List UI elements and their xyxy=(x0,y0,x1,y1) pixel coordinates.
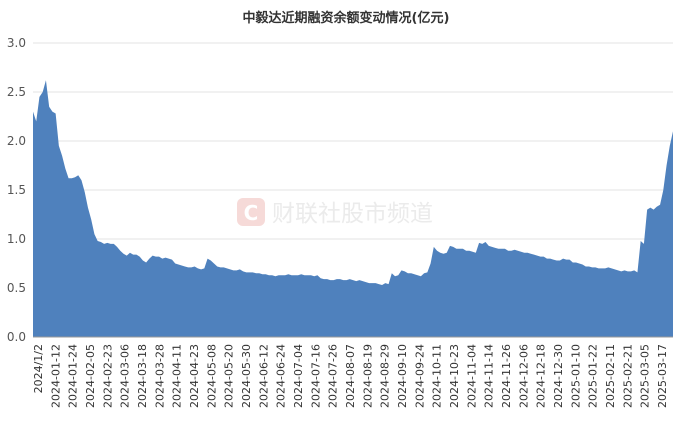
y-tick-label: 1.0 xyxy=(7,232,26,246)
x-tick-label: 2024-07-26 xyxy=(327,344,340,408)
x-tick-label: 2024-08-19 xyxy=(361,344,374,408)
x-tick-label: 2024-12-18 xyxy=(535,344,548,408)
x-tick-label: 2024-09-10 xyxy=(396,344,409,408)
watermark-logo-icon: C xyxy=(244,201,259,225)
x-tick-label: 2024-12-30 xyxy=(552,344,565,408)
area-series xyxy=(33,80,673,338)
x-tick-label: 2024-07-04 xyxy=(292,344,305,408)
x-tick-label: 2024-02-05 xyxy=(84,344,97,408)
y-tick-label: 2.0 xyxy=(7,134,26,148)
x-tick-label: 2024-05-20 xyxy=(223,344,236,408)
x-tick-label: 2024-08-29 xyxy=(379,344,392,408)
watermark: C 财联社股市频道 xyxy=(237,198,433,227)
x-tick-label: 2024-04-23 xyxy=(188,344,201,408)
x-tick-label: 2024-11-26 xyxy=(500,344,513,408)
x-tick-label: 2024-11-14 xyxy=(483,344,496,408)
y-tick-label: 0.0 xyxy=(7,330,26,344)
x-tick-label: 2025-02-21 xyxy=(621,344,634,408)
y-tick-label: 3.0 xyxy=(7,36,26,50)
x-tick-label: 2024-04-11 xyxy=(171,344,184,408)
x-tick-label: 2025-01-10 xyxy=(569,344,582,408)
y-tick-label: 2.5 xyxy=(7,85,26,99)
y-tick-label: 0.5 xyxy=(7,281,26,295)
x-tick-label: 2024/1/2 xyxy=(32,344,45,393)
x-tick-label: 2024-03-18 xyxy=(136,344,149,408)
y-tick-label: 1.5 xyxy=(7,183,26,197)
x-tick-label: 2024-09-24 xyxy=(413,344,426,408)
x-tick-label: 2024-07-16 xyxy=(309,344,322,408)
x-tick-label: 2024-10-23 xyxy=(448,344,461,408)
x-tick-label: 2024-12-06 xyxy=(517,344,530,408)
x-tick-label: 2024-01-24 xyxy=(67,344,80,408)
x-tick-label: 2024-10-11 xyxy=(431,344,444,408)
x-axis-ticks: 2024/1/2 2024-01-12 2024-01-24 2024-02-05 20… xyxy=(32,344,669,408)
gridlines xyxy=(33,42,673,289)
x-tick-label: 2024-06-12 xyxy=(257,344,270,408)
x-tick-label: 2025-03-17 xyxy=(656,344,669,408)
x-tick-label: 2024-03-28 xyxy=(153,344,166,408)
y-axis-ticks: 0.0 0.5 1.0 1.5 2.0 2.5 3.0 xyxy=(7,36,26,344)
x-tick-label: 2025-01-22 xyxy=(587,344,600,408)
x-tick-label: 2024-06-24 xyxy=(275,344,288,408)
x-tick-label: 2024-11-04 xyxy=(465,344,478,408)
x-tick-label: 2025-02-11 xyxy=(604,344,617,408)
x-tick-label: 2024-05-30 xyxy=(240,344,253,408)
watermark-text: 财联社股市频道 xyxy=(272,201,433,227)
watermark-logo-box xyxy=(237,198,265,226)
x-tick-label: 2024-03-06 xyxy=(119,344,132,408)
x-tick-label: 2024-08-07 xyxy=(344,344,357,408)
chart-title: 中毅达近期融资余额变动情况(亿元) xyxy=(242,11,450,26)
x-tick-label: 2025-03-05 xyxy=(639,344,652,408)
x-tick-label: 2024-01-12 xyxy=(49,344,62,408)
x-tick-label: 2024-02-23 xyxy=(101,344,114,408)
x-tick-label: 2024-05-08 xyxy=(205,344,218,408)
